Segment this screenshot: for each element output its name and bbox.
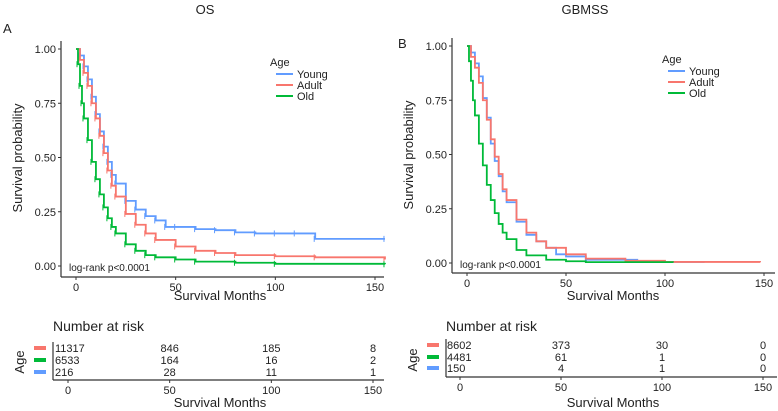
y-tick-label: 1.00 — [426, 41, 447, 53]
x-axis-title: Survival Months — [567, 288, 660, 303]
legend-title: Age — [662, 54, 682, 66]
legend-title: Age — [270, 57, 290, 69]
risk-table-x-title: Survival Months — [567, 395, 660, 410]
risk-x-tick-label: 100 — [653, 382, 671, 394]
x-tick-label: 100 — [656, 278, 674, 290]
risk-x-tick-label: 150 — [364, 385, 382, 397]
y-tick-label: 0.00 — [35, 261, 56, 273]
risk-table-title: Number at risk — [446, 318, 538, 334]
risk-count: 0 — [760, 352, 766, 364]
panel-title: OS — [196, 2, 215, 17]
risk-table-strata-label: Age — [12, 350, 27, 373]
risk-x-tick-label: 0 — [65, 385, 71, 397]
y-tick-label: 0.25 — [35, 207, 56, 219]
risk-count: 28 — [164, 367, 176, 379]
risk-count: 8 — [370, 343, 376, 355]
risk-count: 164 — [160, 355, 178, 367]
panel-label: B — [398, 36, 407, 51]
risk-x-tick-label: 100 — [262, 385, 280, 397]
y-tick-label: 0.00 — [426, 258, 447, 270]
risk-x-tick-label: 0 — [457, 382, 463, 394]
risk-count: 1 — [370, 367, 376, 379]
y-tick-label: 0.75 — [426, 95, 447, 107]
y-tick-label: 0.25 — [426, 204, 447, 216]
legend-label-adult: Adult — [297, 80, 322, 92]
y-tick-label: 0.50 — [35, 153, 56, 165]
risk-count: 185 — [262, 343, 280, 355]
legend-label-young: Young — [297, 69, 328, 81]
panel-title: GBMSS — [562, 2, 609, 17]
risk-count: 11 — [266, 367, 277, 379]
survival-curve-adult — [467, 45, 761, 263]
x-axis-title: Survival Months — [174, 288, 267, 303]
panel-label: A — [3, 21, 12, 36]
legend-label-old: Old — [689, 88, 706, 100]
risk-count: 216 — [55, 367, 73, 379]
x-tick-label: 0 — [464, 278, 470, 290]
risk-count: 61 — [555, 352, 567, 364]
survival-curve-young — [76, 48, 385, 240]
survival-curve-old — [76, 48, 386, 265]
risk-count: 373 — [552, 340, 570, 352]
risk-count: 4 — [558, 363, 564, 375]
y-tick-label: 0.50 — [426, 150, 447, 162]
y-axis-title: Survival probability — [10, 103, 25, 213]
risk-count: 4481 — [447, 352, 471, 364]
y-tick-label: 1.00 — [35, 44, 56, 56]
risk-x-tick-label: 50 — [555, 382, 567, 394]
y-axis-title: Survival probability — [401, 100, 416, 210]
risk-table-strata-label: Age — [405, 348, 420, 371]
risk-count: 0 — [760, 363, 766, 375]
log-rank-annotation: log-rank p<0.0001 — [460, 260, 541, 271]
risk-count: 150 — [447, 363, 465, 375]
y-tick-label: 0.75 — [35, 98, 56, 110]
survival-curve-old — [467, 45, 674, 264]
risk-count: 1 — [659, 352, 665, 364]
x-tick-label: 0 — [73, 282, 79, 294]
risk-count: 11317 — [55, 343, 85, 355]
risk-table-title: Number at risk — [53, 318, 145, 334]
x-tick-label: 50 — [170, 282, 182, 294]
risk-count: 0 — [760, 340, 766, 352]
legend-label-young: Young — [689, 66, 720, 78]
risk-count: 1 — [659, 363, 665, 375]
x-tick-label: 100 — [266, 282, 284, 294]
x-tick-label: 150 — [366, 282, 384, 294]
risk-table-x-title: Survival Months — [174, 395, 267, 410]
risk-count: 30 — [656, 340, 668, 352]
survival-curve-adult — [76, 48, 386, 260]
x-tick-label: 50 — [560, 278, 572, 290]
risk-count: 6533 — [55, 355, 79, 367]
risk-count: 8602 — [447, 340, 471, 352]
x-tick-label: 150 — [755, 278, 773, 290]
legend-label-old: Old — [297, 91, 314, 103]
risk-x-tick-label: 50 — [164, 385, 176, 397]
risk-x-tick-label: 150 — [754, 382, 772, 394]
risk-count: 846 — [160, 343, 178, 355]
log-rank-annotation: log-rank p<0.0001 — [69, 263, 150, 274]
legend-label-adult: Adult — [689, 77, 714, 89]
risk-count: 16 — [265, 355, 277, 367]
risk-count: 2 — [370, 355, 376, 367]
